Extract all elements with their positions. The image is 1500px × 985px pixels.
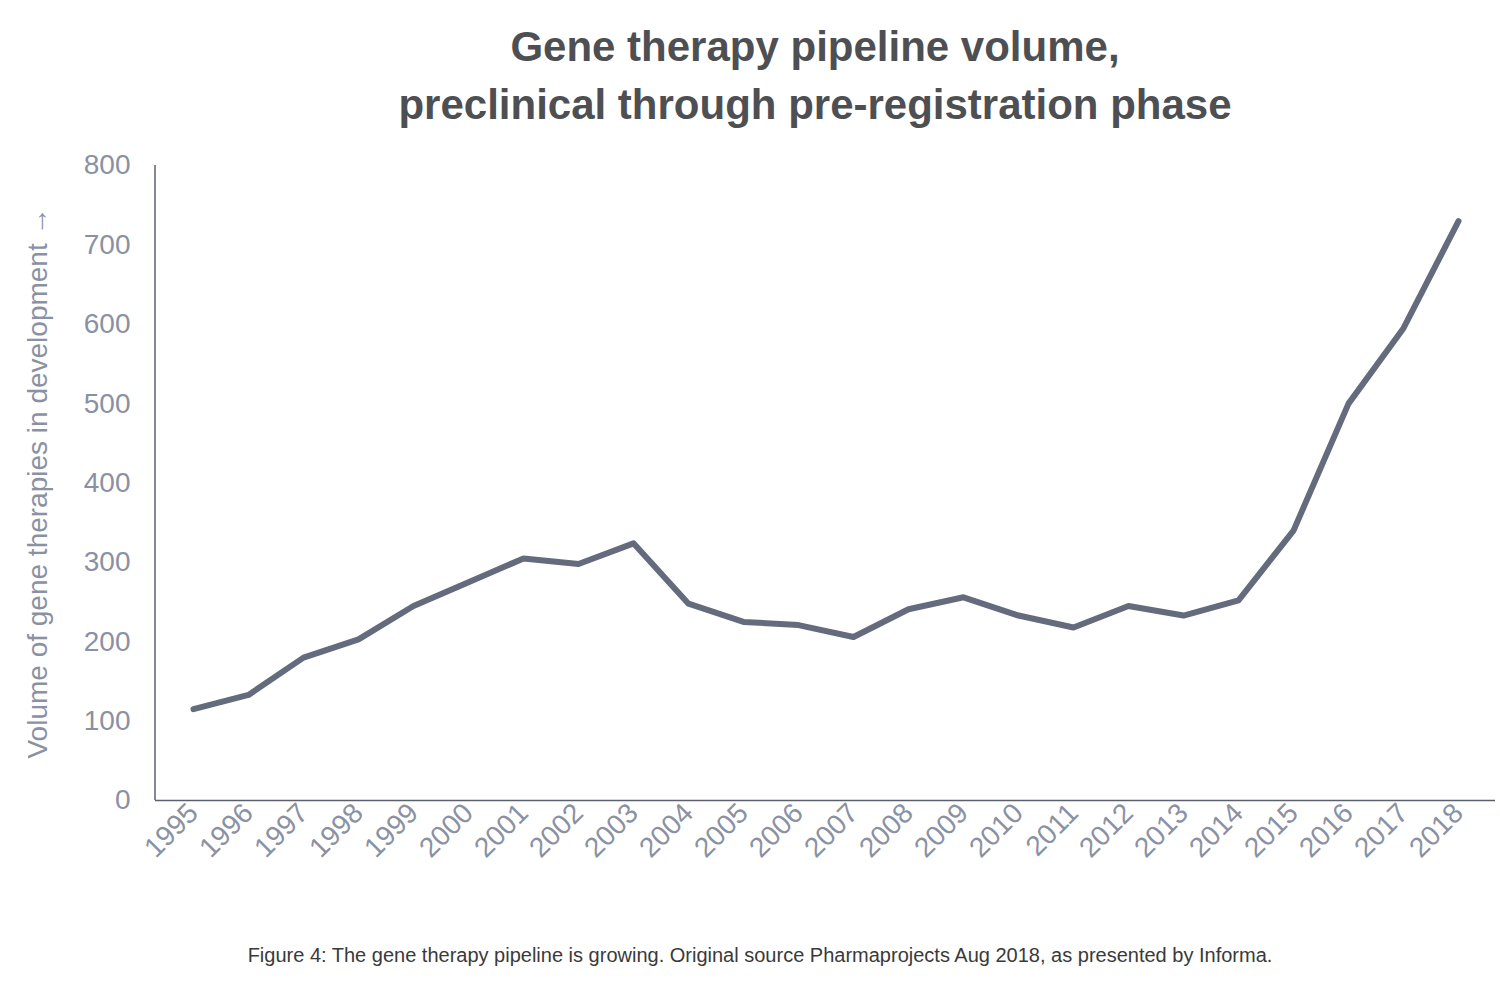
svg-text:1998: 1998 [303, 797, 369, 863]
svg-text:800: 800 [84, 149, 131, 180]
svg-text:2007: 2007 [798, 797, 864, 863]
svg-text:300: 300 [84, 546, 131, 577]
html-text:preclinical through pre-regist: preclinical through pre-registration pha… [398, 81, 1232, 128]
svg-text:2002: 2002 [523, 797, 589, 863]
svg-text:1997: 1997 [248, 797, 314, 863]
svg-text:Volume of gene therapies in de: Volume of gene therapies in development … [22, 207, 53, 758]
svg-text:700: 700 [84, 229, 131, 260]
svg-text:2018: 2018 [1403, 797, 1469, 863]
svg-text:600: 600 [84, 308, 131, 339]
svg-text:2009: 2009 [908, 797, 974, 863]
svg-text:0: 0 [115, 784, 131, 815]
svg-text:2013: 2013 [1128, 797, 1194, 863]
svg-text:2001: 2001 [468, 797, 534, 863]
svg-text:2015: 2015 [1238, 797, 1304, 863]
svg-text:2017: 2017 [1348, 797, 1414, 863]
svg-text:500: 500 [84, 388, 131, 419]
svg-text:2000: 2000 [413, 797, 479, 863]
svg-text:2010: 2010 [963, 797, 1029, 863]
svg-text:2008: 2008 [853, 797, 919, 863]
svg-text:1995: 1995 [138, 797, 204, 863]
svg-text:2004: 2004 [633, 797, 699, 863]
svg-text:1999: 1999 [358, 797, 424, 863]
svg-text:2005: 2005 [688, 797, 754, 863]
svg-text:2006: 2006 [743, 797, 809, 863]
svg-text:1996: 1996 [193, 797, 259, 863]
svg-text:2011: 2011 [1020, 797, 1085, 862]
svg-text:400: 400 [84, 467, 131, 498]
svg-text:2014: 2014 [1183, 797, 1249, 863]
html-text:Figure 4: The gene therapy pip: Figure 4: The gene therapy pipeline is g… [247, 944, 1273, 966]
html-text:Gene therapy pipeline volume,: Gene therapy pipeline volume, [510, 23, 1120, 70]
svg-text:2003: 2003 [578, 797, 644, 863]
svg-text:2016: 2016 [1293, 797, 1359, 863]
svg-text:200: 200 [84, 626, 131, 657]
svg-text:2012: 2012 [1073, 797, 1139, 863]
svg-text:100: 100 [84, 705, 131, 736]
